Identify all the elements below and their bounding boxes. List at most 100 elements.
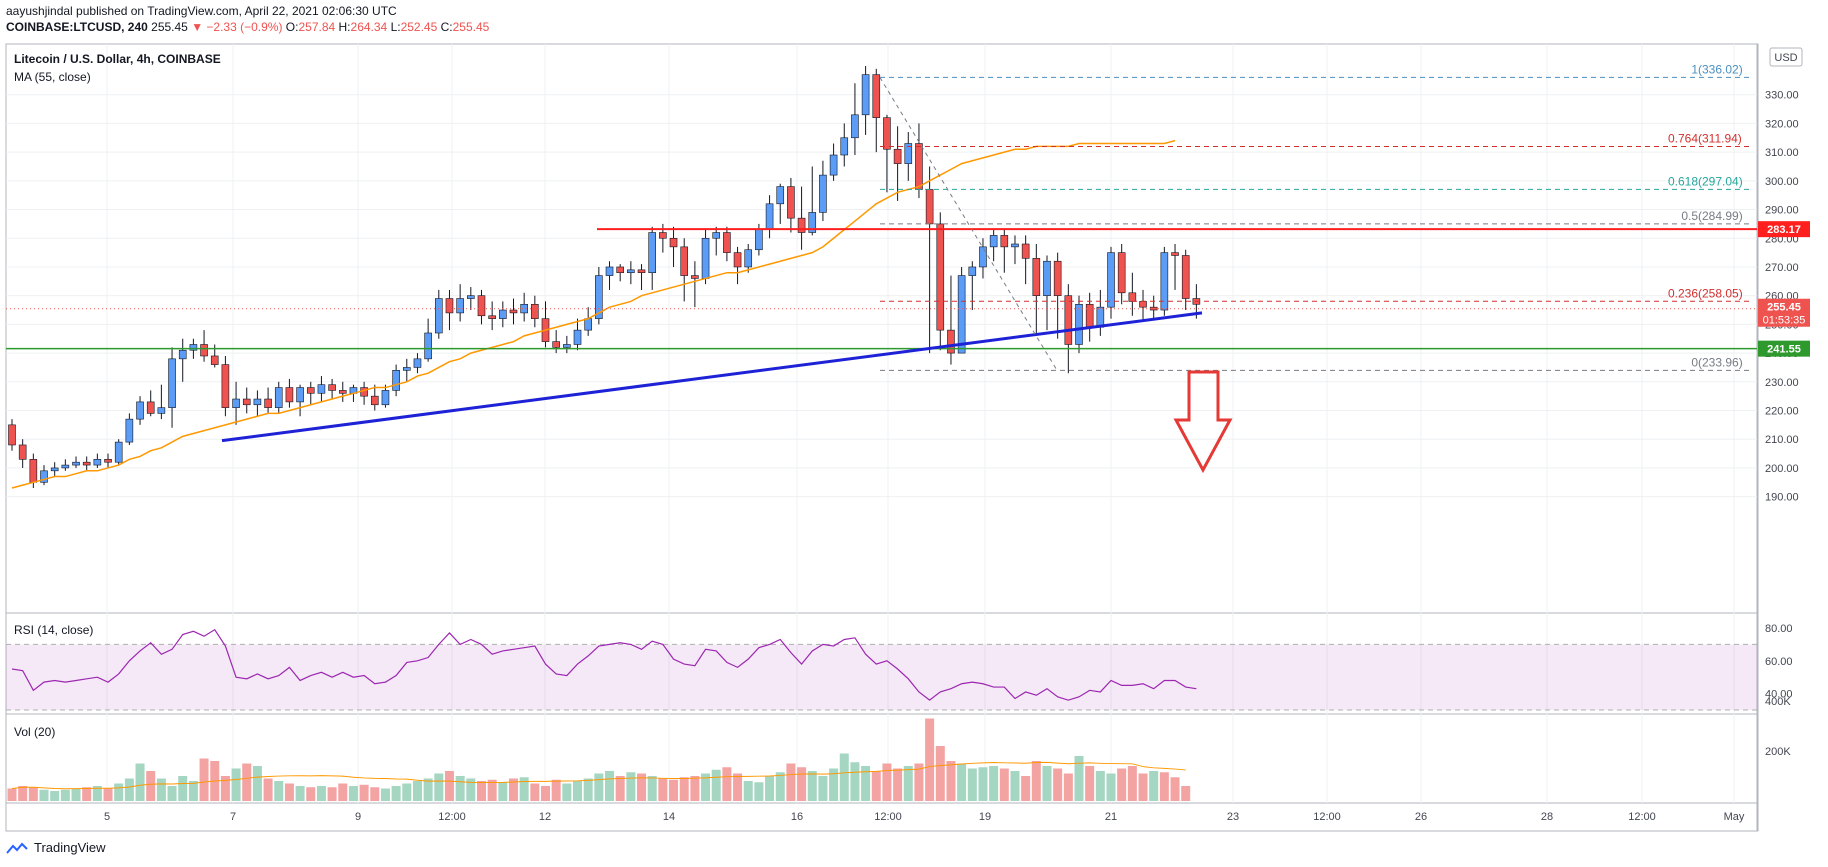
volume-bar <box>1063 773 1073 801</box>
time-tick-label: 23 <box>1227 811 1239 823</box>
candle-body <box>424 332 432 360</box>
symbol-label: COINBASE:LTCUSD, 240 <box>6 20 148 34</box>
candle-body <box>178 349 187 360</box>
currency-badge[interactable] <box>1769 47 1803 67</box>
candle-body <box>200 344 208 357</box>
rsi-series-line <box>11 628 1197 701</box>
candle-body <box>797 217 806 233</box>
fib-value-label: (336.02) <box>1698 62 1743 76</box>
candle-body <box>306 387 315 394</box>
candle-body <box>296 387 304 403</box>
candle-body <box>72 461 80 466</box>
candle-body <box>765 203 774 230</box>
volume-bar <box>882 763 892 801</box>
candle-body <box>499 309 507 319</box>
volume-bar <box>701 773 711 801</box>
volume-bar <box>743 781 753 801</box>
time-tick-label: 21 <box>1105 811 1117 823</box>
price-badge <box>1758 298 1810 327</box>
volume-bar <box>1117 768 1127 801</box>
fib-value-label: (311.94) <box>1698 132 1742 146</box>
candle-body <box>392 370 400 391</box>
volume-bar <box>818 776 828 801</box>
candle-body <box>434 298 443 334</box>
candle-body <box>221 364 230 408</box>
volume-bar <box>476 781 486 801</box>
candle-body <box>1128 292 1137 302</box>
volume-bar <box>797 767 807 801</box>
rsi-tick-label: 40.00 <box>1765 689 1793 701</box>
price-tick-label: 220.00 <box>1765 406 1799 418</box>
candle-body <box>883 117 891 150</box>
candle-body <box>242 398 251 406</box>
open-value: 257.84 <box>298 20 336 34</box>
candle-body <box>552 341 560 348</box>
candle-body <box>509 309 518 314</box>
price-badge-label: 283.17 <box>1767 224 1801 236</box>
candle-body <box>979 246 987 268</box>
candle-body <box>1000 235 1009 248</box>
time-tick-label: 7 <box>230 811 236 823</box>
drawings: 1 (336.02)0.764 (311.94)0.618 (297.04)0.5 (2… <box>6 62 1757 474</box>
time-tick-label: May <box>1724 811 1745 823</box>
volume-bar <box>978 767 988 801</box>
volume-bar <box>231 768 241 801</box>
candle-body <box>1139 301 1147 308</box>
price-tick-label: 290.00 <box>1765 205 1799 217</box>
candle-body <box>82 461 91 466</box>
candle-body <box>274 387 283 408</box>
candle-body <box>840 137 849 156</box>
volume-bar <box>167 786 177 801</box>
volume-bar <box>1021 776 1031 801</box>
fib-trend-line <box>879 77 1058 371</box>
price-tick-label: 330.00 <box>1765 90 1799 102</box>
volume-bar <box>444 771 454 801</box>
fib-value-label: (297.04) <box>1698 174 1743 188</box>
volume-bar <box>669 779 679 801</box>
time-tick-label: 12:00 <box>1628 811 1656 823</box>
volume-bar <box>466 778 476 801</box>
candle-body <box>829 154 838 176</box>
candle-body <box>467 295 475 299</box>
candle-body <box>520 303 528 314</box>
price-tick-label: 320.00 <box>1765 118 1799 130</box>
volume-bar <box>871 771 881 801</box>
volume-bar <box>583 778 593 801</box>
price-tick-label: 190.00 <box>1765 492 1799 504</box>
volume-bar <box>946 761 956 801</box>
fib-ratio-label: 0.236 <box>1668 286 1698 300</box>
price-tick-label: 270.00 <box>1765 262 1799 274</box>
price-axis: 190.00200.00210.00220.00230.00240.00250.… <box>1758 90 1810 758</box>
volume-bar <box>839 753 849 801</box>
volume-bar <box>103 788 113 801</box>
volume-bar <box>1095 771 1105 801</box>
candle-body <box>146 401 155 414</box>
candle-body <box>659 232 667 239</box>
rsi-tick-label: 80.00 <box>1765 623 1793 635</box>
volume-bar <box>434 773 444 801</box>
candle-body <box>1043 260 1051 296</box>
volume-bar <box>1042 766 1052 801</box>
volume-bar <box>498 782 508 801</box>
time-tick-label: 12:00 <box>874 811 902 823</box>
vol-label: Vol (20) <box>14 725 55 739</box>
candle-body <box>370 395 379 406</box>
volume-ma-line <box>11 761 1186 790</box>
ma55-line <box>11 139 1176 489</box>
candle-body <box>1032 258 1041 296</box>
volume-bar <box>925 718 935 801</box>
candle-body <box>616 266 624 274</box>
fib-value-label: (233.96) <box>1698 355 1743 369</box>
volume-bar <box>71 788 81 801</box>
candle-body <box>637 269 646 274</box>
candle-body <box>925 189 934 225</box>
fib-ratio-label: 0.764 <box>1668 132 1698 146</box>
candle-body <box>584 318 592 331</box>
rsi-band <box>6 643 1757 711</box>
close-label: C: <box>440 20 453 34</box>
volume-bar <box>1010 771 1020 801</box>
price-tick-label: 230.00 <box>1765 377 1799 389</box>
volume-bar <box>1085 766 1095 801</box>
pane-title: Litecoin / U.S. Dollar, 4h, COINBASE <box>14 52 221 66</box>
